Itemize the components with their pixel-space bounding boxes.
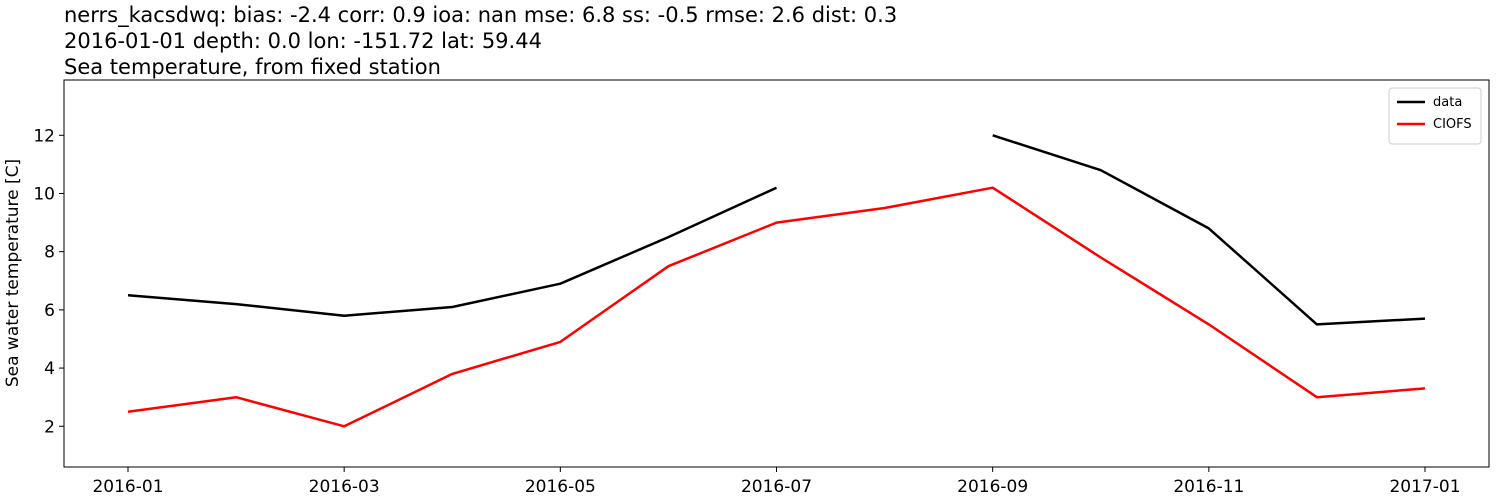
x-tick-label: 2016-11 <box>1173 477 1244 497</box>
chart-title: nerrs_kacsdwq: bias: -2.4 corr: 0.9 ioa:… <box>64 3 897 28</box>
series-line <box>127 134 1426 326</box>
y-axis-label: Sea water temperature [C] <box>3 159 23 387</box>
x-tick-label: 2016-05 <box>525 477 596 497</box>
x-tick-label: 2016-07 <box>741 477 812 497</box>
x-tick-label: 2016-09 <box>957 477 1028 497</box>
legend-label: CIOFS <box>1433 117 1472 132</box>
chart-title: Sea temperature, from fixed station <box>64 55 441 79</box>
x-tick-label: 2016-03 <box>309 477 380 497</box>
x-tick-label: 2016-01 <box>92 477 163 497</box>
y-tick-label: 2 <box>44 417 55 437</box>
y-tick-label: 6 <box>44 301 55 321</box>
x-tick-label: 2017-01 <box>1389 477 1460 497</box>
y-tick-label: 10 <box>33 184 55 204</box>
series-line <box>127 186 1426 428</box>
y-tick-label: 4 <box>44 359 55 379</box>
legend-label: data <box>1433 95 1462 110</box>
y-tick-label: 12 <box>33 126 55 146</box>
chart-title: 2016-01-01 depth: 0.0 lon: -151.72 lat: … <box>64 29 542 53</box>
y-tick-label: 8 <box>44 243 55 263</box>
